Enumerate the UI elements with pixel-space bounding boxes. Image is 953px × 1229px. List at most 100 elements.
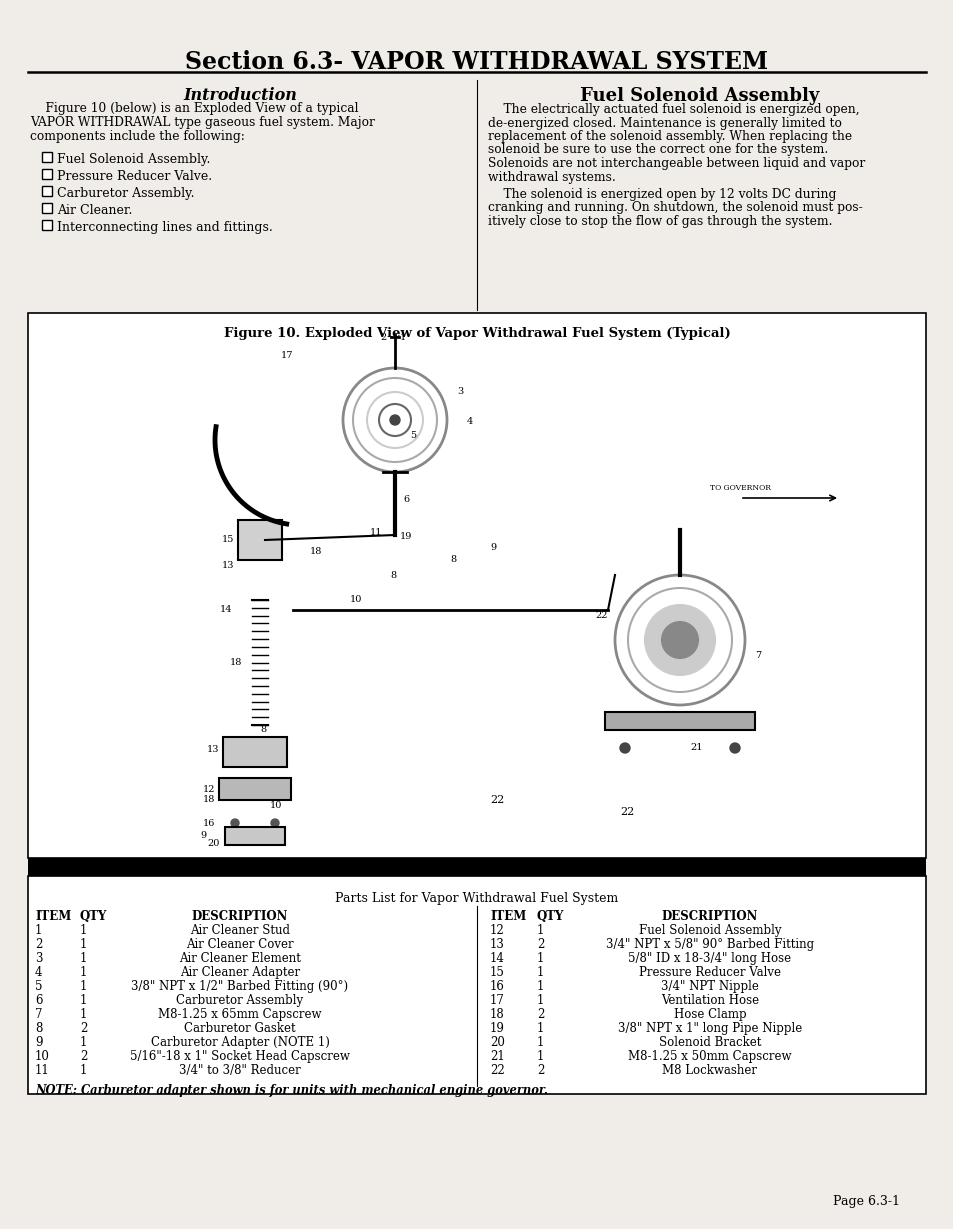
Text: Carburetor Assembly.: Carburetor Assembly. (57, 187, 194, 200)
Text: M8-1.25 x 65mm Capscrew: M8-1.25 x 65mm Capscrew (158, 1008, 321, 1021)
Text: 17: 17 (280, 350, 293, 360)
Circle shape (729, 744, 740, 753)
Text: 1: 1 (537, 924, 544, 936)
Text: 2: 2 (537, 1064, 544, 1077)
Text: Page 6.3-1: Page 6.3-1 (832, 1195, 899, 1208)
Text: 1: 1 (537, 1050, 544, 1063)
Text: 3/4" to 3/8" Reducer: 3/4" to 3/8" Reducer (179, 1064, 300, 1077)
Text: de-energized closed. Maintenance is generally limited to: de-energized closed. Maintenance is gene… (488, 117, 841, 129)
Circle shape (271, 819, 278, 827)
Text: 1: 1 (80, 966, 88, 980)
Text: 3/4" NPT Nipple: 3/4" NPT Nipple (660, 980, 759, 993)
Text: Air Cleaner Adapter: Air Cleaner Adapter (180, 966, 300, 980)
Text: 1: 1 (80, 980, 88, 993)
Text: 2: 2 (80, 1023, 88, 1035)
Text: 19: 19 (490, 1023, 504, 1035)
Text: cranking and running. On shutdown, the solenoid must pos-: cranking and running. On shutdown, the s… (488, 202, 862, 215)
Text: 9: 9 (490, 543, 496, 553)
Text: 1: 1 (537, 1036, 544, 1050)
Text: 5/16"-18 x 1" Socket Head Capscrew: 5/16"-18 x 1" Socket Head Capscrew (130, 1050, 350, 1063)
Text: 21: 21 (490, 1050, 504, 1063)
Text: 2: 2 (537, 1008, 544, 1021)
Text: 7: 7 (35, 1008, 43, 1021)
Text: 20: 20 (207, 838, 219, 848)
Text: 18: 18 (203, 795, 215, 805)
Text: 15: 15 (490, 966, 504, 980)
Text: 18: 18 (490, 1008, 504, 1021)
Text: 17: 17 (490, 994, 504, 1007)
Text: Interconnecting lines and fittings.: Interconnecting lines and fittings. (57, 221, 273, 234)
Text: 1: 1 (80, 924, 88, 936)
Text: 22: 22 (619, 807, 634, 817)
Circle shape (231, 819, 239, 827)
Text: 2: 2 (80, 1050, 88, 1063)
Bar (604, 712, 754, 730)
Text: 22: 22 (595, 611, 607, 619)
Text: 5: 5 (410, 430, 416, 440)
Text: 8: 8 (260, 725, 266, 734)
Bar (42, 203, 52, 213)
Text: components include the following:: components include the following: (30, 130, 245, 143)
Text: VAPOR WITHDRAWAL type gaseous fuel system. Major: VAPOR WITHDRAWAL type gaseous fuel syste… (30, 116, 375, 129)
Bar (28, 313, 925, 858)
Text: NOTE: Carburetor adapter shown is for units with mechanical engine governor.: NOTE: Carburetor adapter shown is for un… (35, 1084, 547, 1097)
Text: Solenoids are not interchangeable between liquid and vapor: Solenoids are not interchangeable betwee… (488, 157, 864, 170)
Text: 5/8" ID x 18-3/4" long Hose: 5/8" ID x 18-3/4" long Hose (628, 952, 791, 965)
Text: QTY: QTY (537, 909, 564, 923)
Text: ITEM: ITEM (490, 909, 526, 923)
Text: The solenoid is energized open by 12 volts DC during: The solenoid is energized open by 12 vol… (488, 188, 836, 202)
Text: Pressure Reducer Valve.: Pressure Reducer Valve. (57, 170, 212, 183)
Text: 4: 4 (35, 966, 43, 980)
Bar (42, 152, 52, 162)
Bar (28, 876, 925, 1094)
Text: 2: 2 (537, 938, 544, 951)
Text: 18: 18 (310, 547, 322, 557)
Text: 10: 10 (35, 1050, 50, 1063)
Bar (225, 827, 285, 846)
Text: 1: 1 (80, 952, 88, 965)
Circle shape (390, 415, 399, 425)
Text: Section 6.3- VAPOR WITHDRAWAL SYSTEM: Section 6.3- VAPOR WITHDRAWAL SYSTEM (185, 50, 768, 74)
Text: 5: 5 (35, 980, 43, 993)
Text: Hose Clamp: Hose Clamp (673, 1008, 745, 1021)
Text: Air Cleaner.: Air Cleaner. (57, 204, 132, 218)
Text: 12: 12 (203, 785, 215, 794)
Text: 19: 19 (399, 532, 412, 541)
Text: 12: 12 (490, 924, 504, 936)
Text: 22: 22 (490, 1064, 504, 1077)
Text: 9: 9 (35, 1036, 43, 1050)
Text: 4: 4 (467, 418, 473, 426)
Text: Air Cleaner Element: Air Cleaner Element (179, 952, 300, 965)
Text: Carburetor Gasket: Carburetor Gasket (184, 1023, 295, 1035)
Text: 3/8" NPT x 1/2" Barbed Fitting (90°): 3/8" NPT x 1/2" Barbed Fitting (90°) (132, 980, 348, 993)
Text: withdrawal systems.: withdrawal systems. (488, 171, 615, 183)
Bar (219, 778, 291, 800)
Text: 16: 16 (490, 980, 504, 993)
Text: Fuel Solenoid Assembly: Fuel Solenoid Assembly (579, 87, 819, 104)
Text: Carburetor Assembly: Carburetor Assembly (176, 994, 303, 1007)
Text: 1: 1 (399, 333, 406, 343)
Text: 21: 21 (689, 744, 701, 752)
Text: 2: 2 (380, 333, 387, 343)
Text: Ventilation Hose: Ventilation Hose (660, 994, 759, 1007)
Text: 13: 13 (207, 746, 219, 755)
Text: Figure 10 (below) is an Exploded View of a typical: Figure 10 (below) is an Exploded View of… (30, 102, 358, 116)
Text: Pressure Reducer Valve: Pressure Reducer Valve (639, 966, 781, 980)
Text: 3/4" NPT x 5/8" 90° Barbed Fitting: 3/4" NPT x 5/8" 90° Barbed Fitting (605, 938, 813, 951)
Text: ITEM: ITEM (35, 909, 71, 923)
Text: 1: 1 (537, 966, 544, 980)
Text: Carburetor Adapter (NOTE 1): Carburetor Adapter (NOTE 1) (151, 1036, 329, 1050)
Text: 7: 7 (754, 650, 760, 660)
Text: 13: 13 (222, 560, 234, 569)
Text: 20: 20 (490, 1036, 504, 1050)
Text: 1: 1 (537, 1023, 544, 1035)
Circle shape (661, 622, 698, 658)
Text: TO GOVERNOR: TO GOVERNOR (709, 484, 770, 492)
Text: 14: 14 (490, 952, 504, 965)
Bar (28, 858, 925, 876)
Text: M8-1.25 x 50mm Capscrew: M8-1.25 x 50mm Capscrew (628, 1050, 791, 1063)
Text: 6: 6 (402, 495, 409, 504)
Text: 8: 8 (35, 1023, 42, 1035)
Bar (42, 220, 52, 230)
Text: 8: 8 (390, 570, 395, 580)
